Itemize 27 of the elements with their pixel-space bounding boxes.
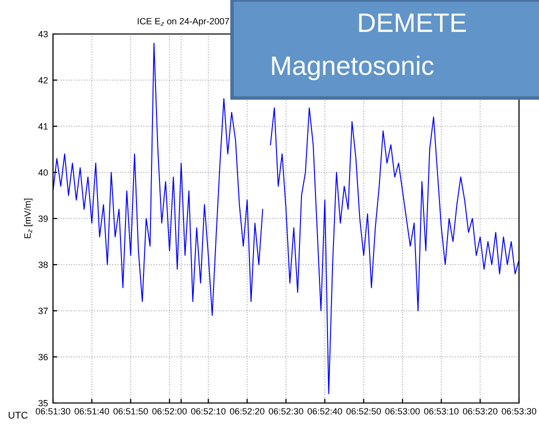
x-tick-label: 06:51:30 — [36, 408, 70, 414]
x-tick-label: 06:52:20 — [230, 408, 264, 414]
chart-title: ICE E$_{z}$ on 24-Apr-2007 — [138, 18, 230, 26]
text: UTC — [8, 412, 28, 419]
x-tick-label: 06:53:30 — [502, 408, 536, 414]
x-tick-label: 06:52:50 — [346, 408, 381, 414]
y-tick-label: 41 — [38, 123, 48, 130]
y-tick-label: 38 — [38, 262, 48, 268]
x-tick-label: 06:51:40 — [74, 408, 110, 414]
y-axis-title: E$_{z}$ [mV/m] — [24, 198, 32, 238]
x-tick-label: 06:52:40 — [308, 408, 342, 414]
y-tick-label: 39 — [38, 215, 48, 222]
y-tick-label: 42 — [38, 77, 48, 84]
x-tick-label: 06:51:50 — [113, 408, 148, 414]
x-tick-label: 06:52:30 — [268, 408, 304, 414]
x-tick-label: 06:52:10 — [191, 408, 226, 414]
x-tick-label: 06:53:20 — [462, 408, 498, 414]
y-tick-label: 43 — [38, 30, 48, 38]
y-tick-label: 35 — [38, 400, 48, 406]
x-tick-label: 06:52:00 — [152, 408, 187, 414]
y-tick-label: 36 — [38, 354, 48, 360]
y-tick-label: 37 — [38, 308, 48, 314]
x-tick-label: 06:53:10 — [424, 408, 459, 414]
y-tick-label: 40 — [38, 169, 48, 176]
text: DEMETE — [359, 14, 466, 32]
x-tick-label: 06:53:00 — [385, 408, 420, 414]
annotation: Magnetosonic — [272, 56, 434, 80]
